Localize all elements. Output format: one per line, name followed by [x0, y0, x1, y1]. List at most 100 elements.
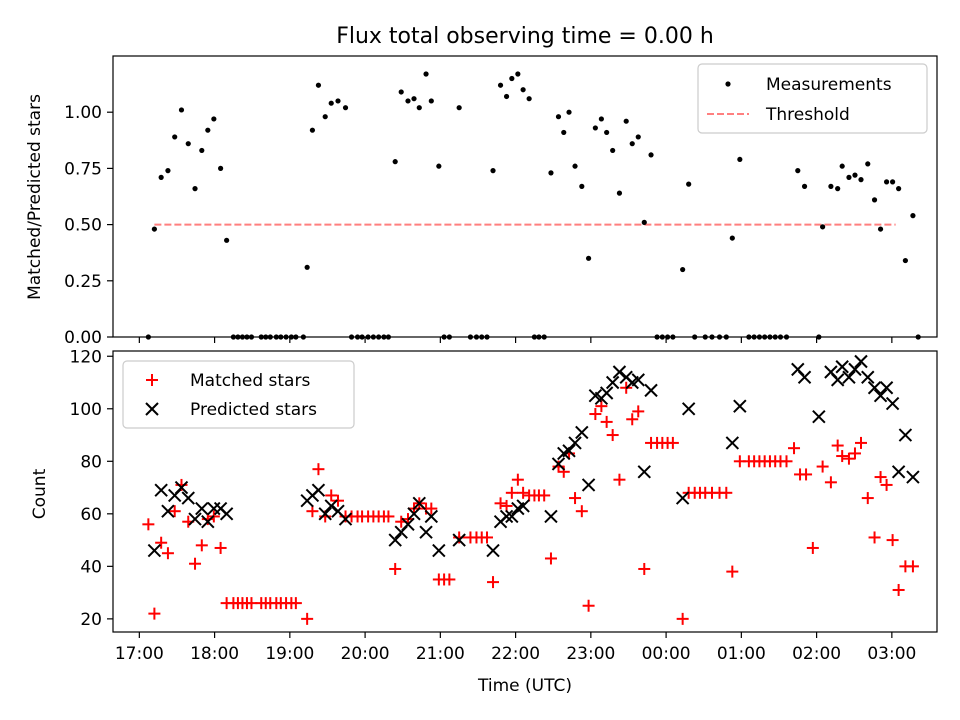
- matched-star-point: [538, 489, 551, 502]
- ratio-y-tick-label: 0.50: [64, 216, 102, 236]
- predicted-star-point: [424, 509, 439, 524]
- measurement-point: [199, 147, 205, 154]
- predicted-star-point: [842, 370, 856, 384]
- measurement-point: [902, 257, 908, 264]
- matched-star-point: [511, 473, 524, 486]
- measurement-point: [503, 93, 510, 100]
- measurement-point: [579, 183, 585, 189]
- matched-star-point: [301, 612, 314, 625]
- matched-star-point: [575, 505, 588, 518]
- count-axes-frame: [112, 350, 938, 633]
- x-tick-label: 23:00: [566, 644, 615, 664]
- matched-star-point: [626, 413, 639, 426]
- matched-star-point: [332, 494, 345, 507]
- matched-star-point: [389, 562, 402, 575]
- matched-star-point: [517, 486, 530, 499]
- x-tick-label: 18:00: [190, 644, 239, 664]
- measurement-point: [648, 152, 654, 158]
- predicted-star-point: [644, 383, 658, 398]
- measurement-point: [192, 186, 198, 192]
- predicted-star-point: [551, 457, 566, 471]
- matched-star-point: [155, 536, 168, 549]
- measurement-point: [411, 96, 417, 102]
- measurement-point: [877, 226, 884, 232]
- measurement-point: [686, 181, 692, 187]
- predicted-star-point: [219, 507, 234, 521]
- predicted-star-point: [568, 436, 582, 450]
- measurement-point: [680, 266, 686, 273]
- predicted-star-point: [311, 483, 326, 497]
- matched-star-point: [312, 463, 325, 476]
- x-tick-label: 21:00: [416, 644, 465, 664]
- predicted-star-point: [575, 425, 589, 440]
- legend-threshold-label: Threshold: [765, 105, 850, 125]
- measurement-point: [151, 226, 157, 232]
- measurement-point: [729, 235, 735, 241]
- predicted-star-point: [830, 373, 845, 387]
- predicted-star-point: [885, 396, 900, 411]
- predicted-star-point: [544, 509, 558, 524]
- measurement-point: [585, 255, 592, 261]
- predicted-star-point: [338, 512, 353, 526]
- matched-star-point: [868, 531, 881, 544]
- ratio-y-tick-label: 1.00: [64, 103, 102, 123]
- measurement-point: [883, 179, 890, 185]
- predicted-star-point: [147, 543, 162, 558]
- measurement-point: [158, 174, 164, 180]
- matched-star-point: [505, 486, 518, 499]
- x-tick-label: 02:00: [792, 644, 841, 664]
- measurement-point: [548, 170, 554, 176]
- predicted-star-point: [174, 480, 189, 495]
- predicted-star-point: [854, 354, 868, 369]
- measurement-point: [604, 129, 610, 136]
- matched-star-point: [816, 460, 829, 473]
- legend-measurements-label: Measurements: [766, 75, 892, 95]
- ratio-panel: 0.00 0.25 0.50 0.75 1.00 Matched/Predicted s…: [25, 55, 938, 348]
- ratio-y-tick-label: 0.00: [64, 328, 102, 348]
- count-x-axis: 17:00 18:00 19:00 20:00 21:00 22:00 23:00 00:00…: [115, 632, 916, 664]
- measurement-point: [224, 237, 230, 243]
- measurement-point: [623, 118, 629, 124]
- measurement-point: [616, 190, 623, 196]
- matched-star-point: [842, 452, 855, 465]
- legend-matched-label: Matched stars: [190, 371, 310, 391]
- count-y-axis: 20 40 60 80 100 120: [70, 347, 113, 630]
- predicted-star-point: [581, 478, 596, 492]
- measurement-point: [423, 71, 429, 77]
- measurement-point: [309, 127, 316, 133]
- predicted-star-point: [631, 373, 645, 387]
- matched-star-point: [848, 447, 861, 460]
- matched-star-point: [906, 560, 919, 573]
- matched-star-point: [720, 486, 733, 499]
- matched-star-point: [148, 607, 161, 620]
- ratio-legend: Measurements Threshold: [697, 63, 928, 134]
- measurement-point: [335, 98, 341, 104]
- ratio-axes-frame: [112, 55, 938, 338]
- matched-star-point: [854, 436, 867, 449]
- predicted-star-point: [637, 465, 651, 479]
- measurement-point: [515, 71, 521, 77]
- x-tick-label: 01:00: [717, 644, 766, 664]
- predicted-star-point: [161, 504, 175, 518]
- matched-star-point: [886, 534, 899, 547]
- measurement-point: [555, 114, 562, 120]
- predicted-star-point: [195, 501, 209, 516]
- legend-matched-marker: [146, 374, 158, 386]
- measurement-point: [398, 89, 404, 95]
- predicted-star-point: [324, 499, 338, 513]
- matched-star-point: [325, 489, 338, 502]
- matched-star-point: [632, 405, 645, 418]
- measurement-point: [172, 134, 178, 140]
- predicted-star-point: [401, 517, 415, 532]
- measurement-point: [211, 116, 217, 122]
- predicted-star-point: [861, 370, 875, 384]
- count-y-tick-label: 120: [70, 347, 102, 367]
- ratio-y-tick-label: 0.25: [64, 272, 102, 292]
- measurement-point: [828, 183, 834, 189]
- predicted-star-point: [605, 375, 620, 390]
- matched-star-point: [800, 468, 813, 481]
- measurement-point: [865, 161, 871, 167]
- ratio-marks: [145, 71, 921, 340]
- matched-star-point: [726, 565, 739, 578]
- measurement-point: [165, 168, 171, 174]
